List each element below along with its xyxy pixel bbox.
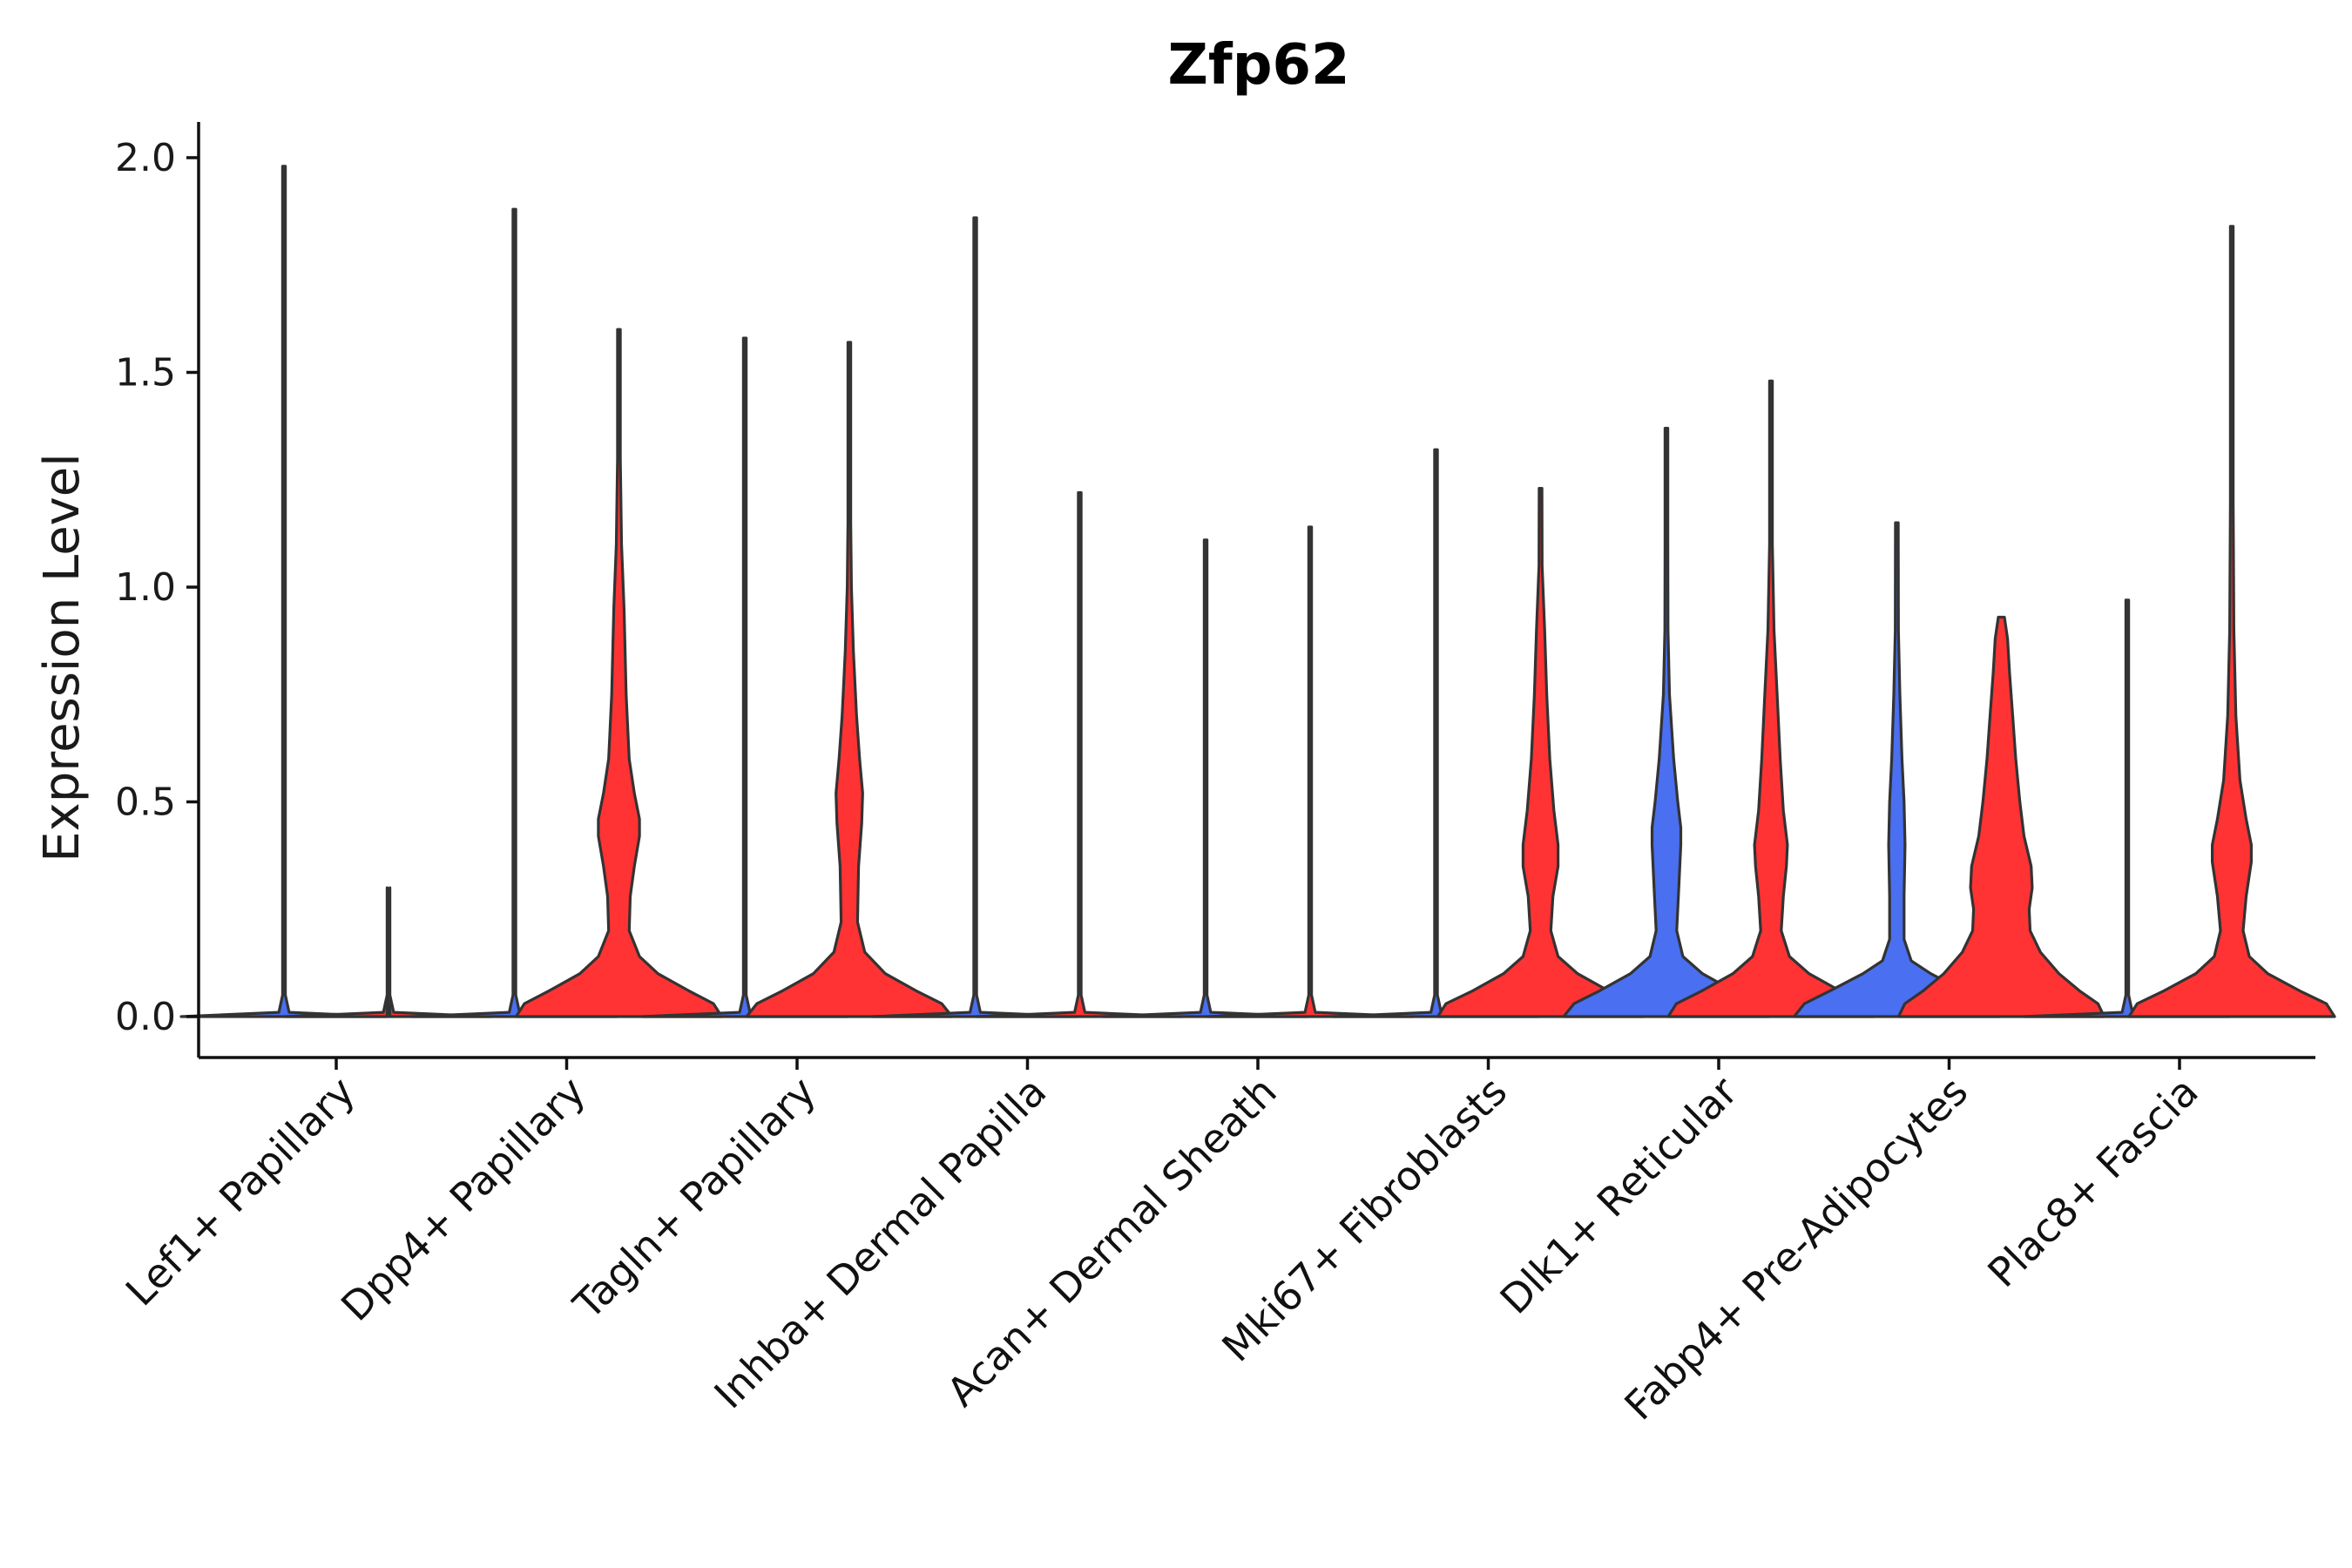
violin-7-b — [1666, 379, 1876, 1018]
violin-5-b — [1206, 525, 1415, 1018]
chart-title: Zfp62 — [1167, 33, 1349, 98]
y-tick-label: 1.5 — [115, 351, 176, 395]
violin-2-a — [409, 207, 619, 1018]
violin-3-a — [640, 336, 849, 1018]
violin-8-a — [1792, 521, 2002, 1018]
violin-3-b — [745, 341, 954, 1018]
y-tick-label: 0.5 — [115, 781, 176, 825]
x-tick-label: Plac8+ Fascia — [1978, 1068, 2207, 1296]
violin-6-b — [1436, 487, 1646, 1018]
violin-1-b — [284, 886, 493, 1018]
violin-8-b — [1896, 615, 2106, 1018]
violin-1-a — [179, 165, 389, 1018]
violin-4-b — [975, 490, 1185, 1018]
y-axis: 0.0 0.5 1.0 1.5 2.0 — [115, 122, 200, 1058]
x-tick-label: Dlk1+ Reticular — [1491, 1068, 1747, 1323]
x-tick-label: Lef1+ Papillary — [117, 1068, 364, 1315]
violin-4-a — [870, 216, 1080, 1018]
violin-2-b — [514, 328, 724, 1018]
violin-layer — [179, 165, 2336, 1018]
violin-7-a — [1562, 427, 1771, 1018]
y-tick-label: 1.0 — [115, 565, 176, 610]
x-tick-label: Dpp4+ Papillary — [332, 1068, 594, 1330]
y-tick-label: 2.0 — [115, 136, 176, 180]
violin-9-a — [2023, 598, 2232, 1018]
violin-5-a — [1101, 538, 1310, 1018]
violin-6-a — [1331, 448, 1541, 1018]
violin-9-b — [2127, 225, 2336, 1018]
y-axis-label: Expression Level — [34, 453, 91, 862]
y-tick-label: 0.0 — [115, 995, 176, 1039]
x-tick-label: Tagln+ Papillary — [564, 1068, 825, 1329]
